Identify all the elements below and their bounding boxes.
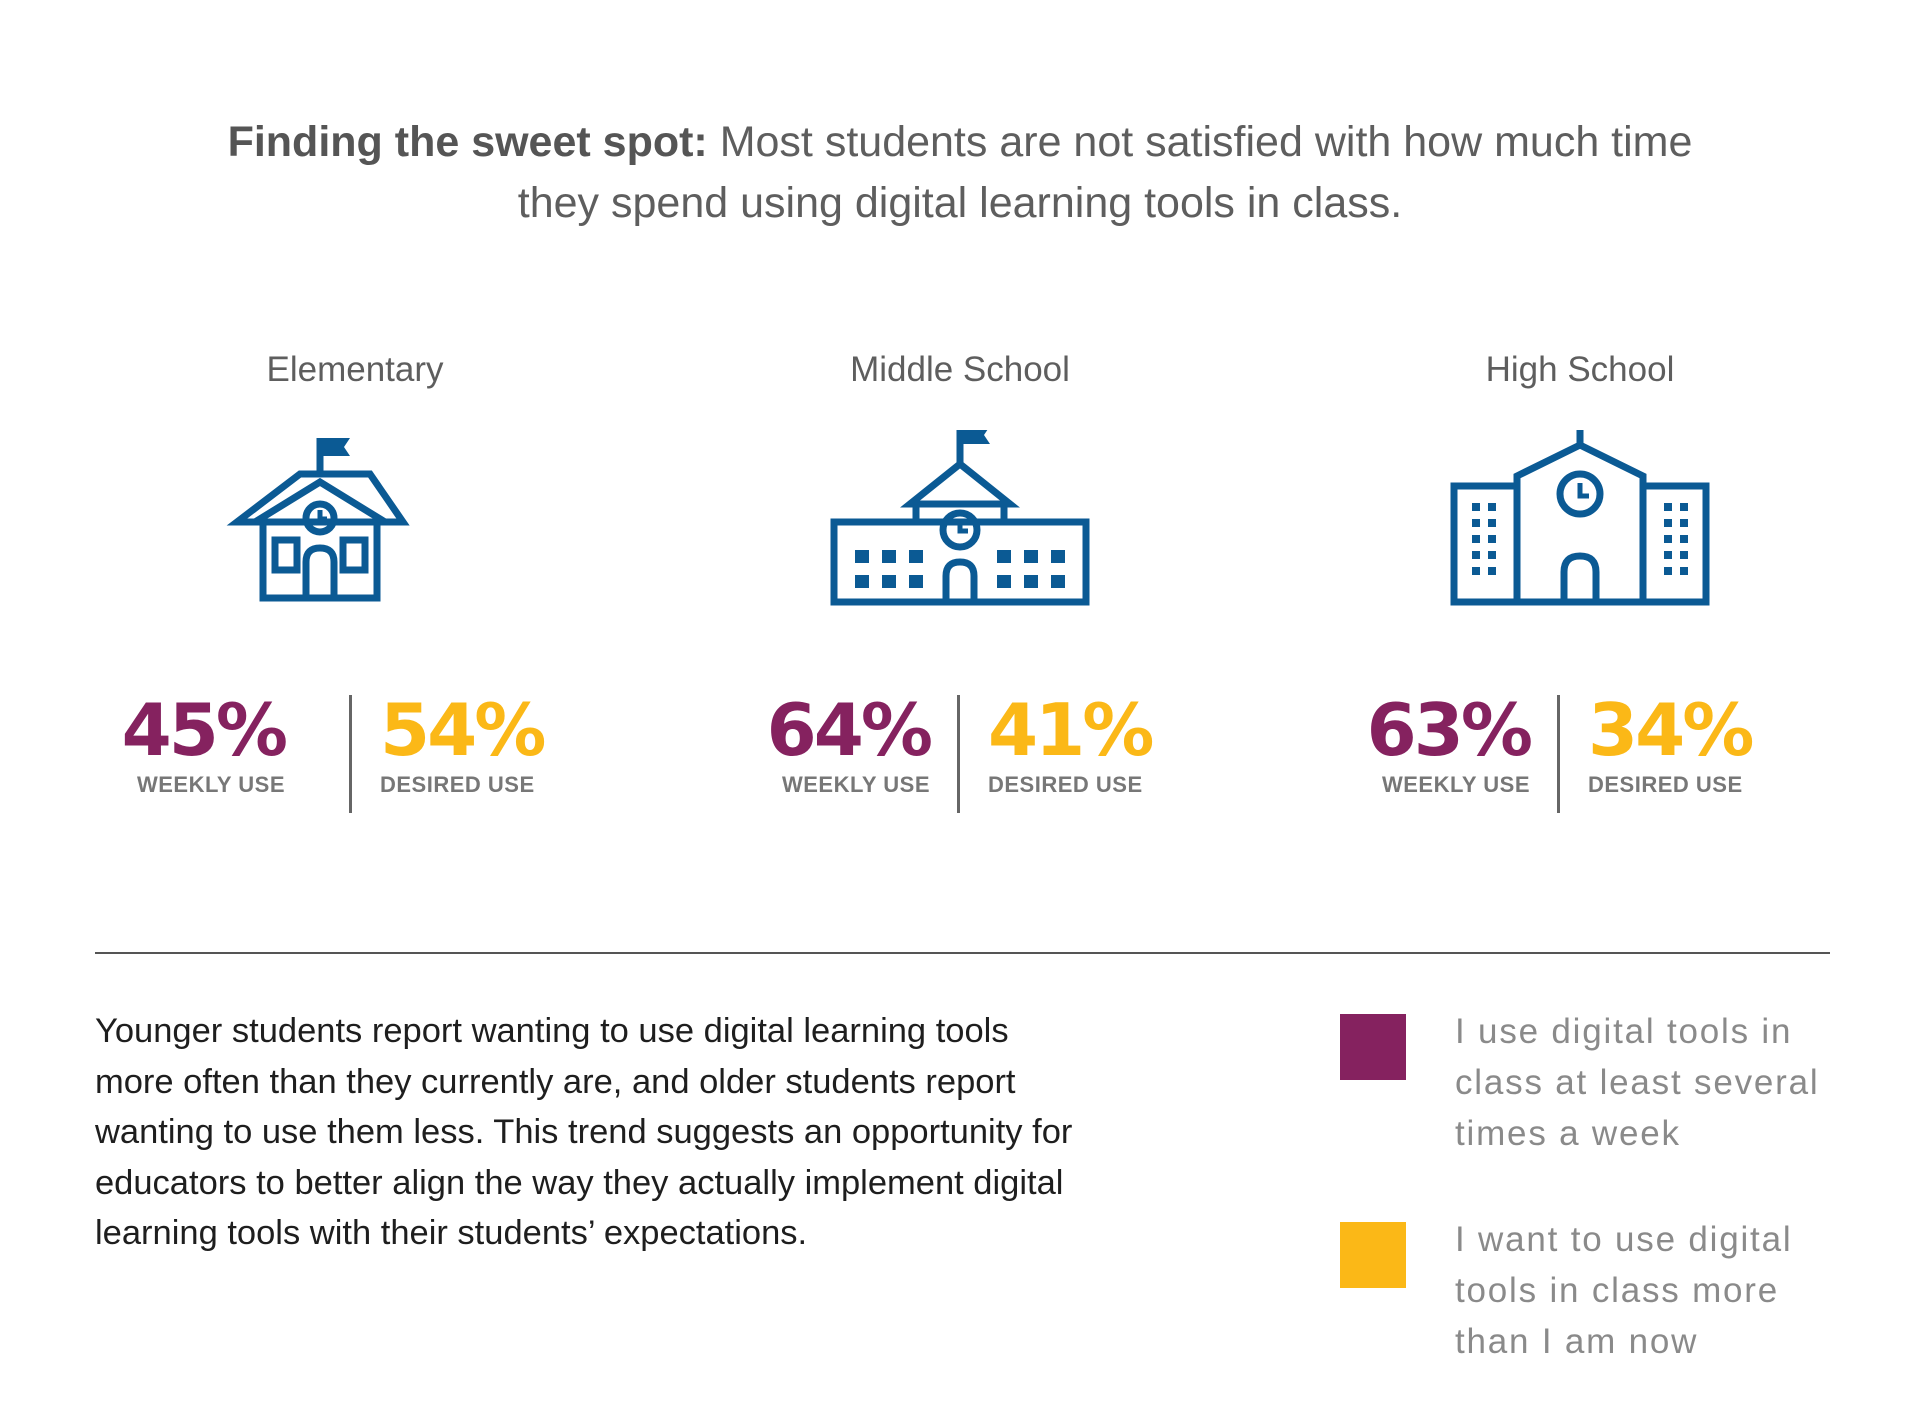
- elementary-weekly-stat: 45% WEEKLY USE: [95, 688, 288, 800]
- high-desired-stat: 34% DESIRED USE: [1588, 690, 1778, 800]
- high-school-icon: [1450, 430, 1710, 606]
- school-column-middle: Middle School 64% WEEKLY USE 41%: [700, 350, 1220, 820]
- desired-use-value: 41%: [988, 688, 1154, 772]
- section-divider: [95, 952, 1830, 954]
- high-weekly-stat: 63% WEEKLY USE: [1340, 688, 1533, 800]
- desired-use-label: DESIRED USE: [988, 772, 1143, 797]
- headline-text: Most students are not satisfied with how…: [517, 118, 1693, 227]
- middle-school-icon: [830, 430, 1090, 606]
- middle-desired-stat: 41% DESIRED USE: [988, 690, 1178, 800]
- weekly-use-value: 63%: [1366, 688, 1533, 772]
- desired-use-value: 54%: [380, 688, 546, 772]
- school-column-elementary: Elementary 45% WEEKLY USE 54% DESIRED US…: [95, 350, 615, 820]
- school-title: High School: [1485, 350, 1675, 389]
- legend-label-weekly: I use digital tools in class at least se…: [1455, 1012, 1820, 1153]
- stat-divider: [957, 695, 960, 813]
- legend-label-desired: I want to use digital tools in class mor…: [1455, 1220, 1793, 1361]
- legend-swatch-weekly: [1340, 1014, 1406, 1080]
- headline: Finding the sweet spot: Most students ar…: [200, 112, 1720, 234]
- weekly-use-label: WEEKLY USE: [1381, 772, 1530, 797]
- legend-swatch-desired: [1340, 1222, 1406, 1288]
- desired-use-label: DESIRED USE: [1588, 772, 1743, 797]
- weekly-use-label: WEEKLY USE: [136, 772, 285, 797]
- headline-lead: Finding the sweet spot:: [227, 118, 708, 166]
- weekly-use-value: 64%: [766, 688, 933, 772]
- desired-use-label: DESIRED USE: [380, 772, 535, 797]
- elementary-desired-stat: 54% DESIRED USE: [380, 690, 570, 800]
- school-title: Elementary: [266, 350, 444, 389]
- stat-divider: [349, 695, 352, 813]
- school-title: Middle School: [850, 350, 1070, 389]
- weekly-use-label: WEEKLY USE: [781, 772, 930, 797]
- stat-divider: [1557, 695, 1560, 813]
- middle-weekly-stat: 64% WEEKLY USE: [740, 688, 933, 800]
- elementary-school-icon: [226, 438, 410, 602]
- body-paragraph: Younger students report wanting to use d…: [95, 1012, 1073, 1252]
- desired-use-value: 34%: [1588, 688, 1754, 772]
- weekly-use-value: 45%: [121, 688, 288, 772]
- school-column-high: High School 63% WEEKLY USE 34% DESIRED U…: [1320, 350, 1840, 820]
